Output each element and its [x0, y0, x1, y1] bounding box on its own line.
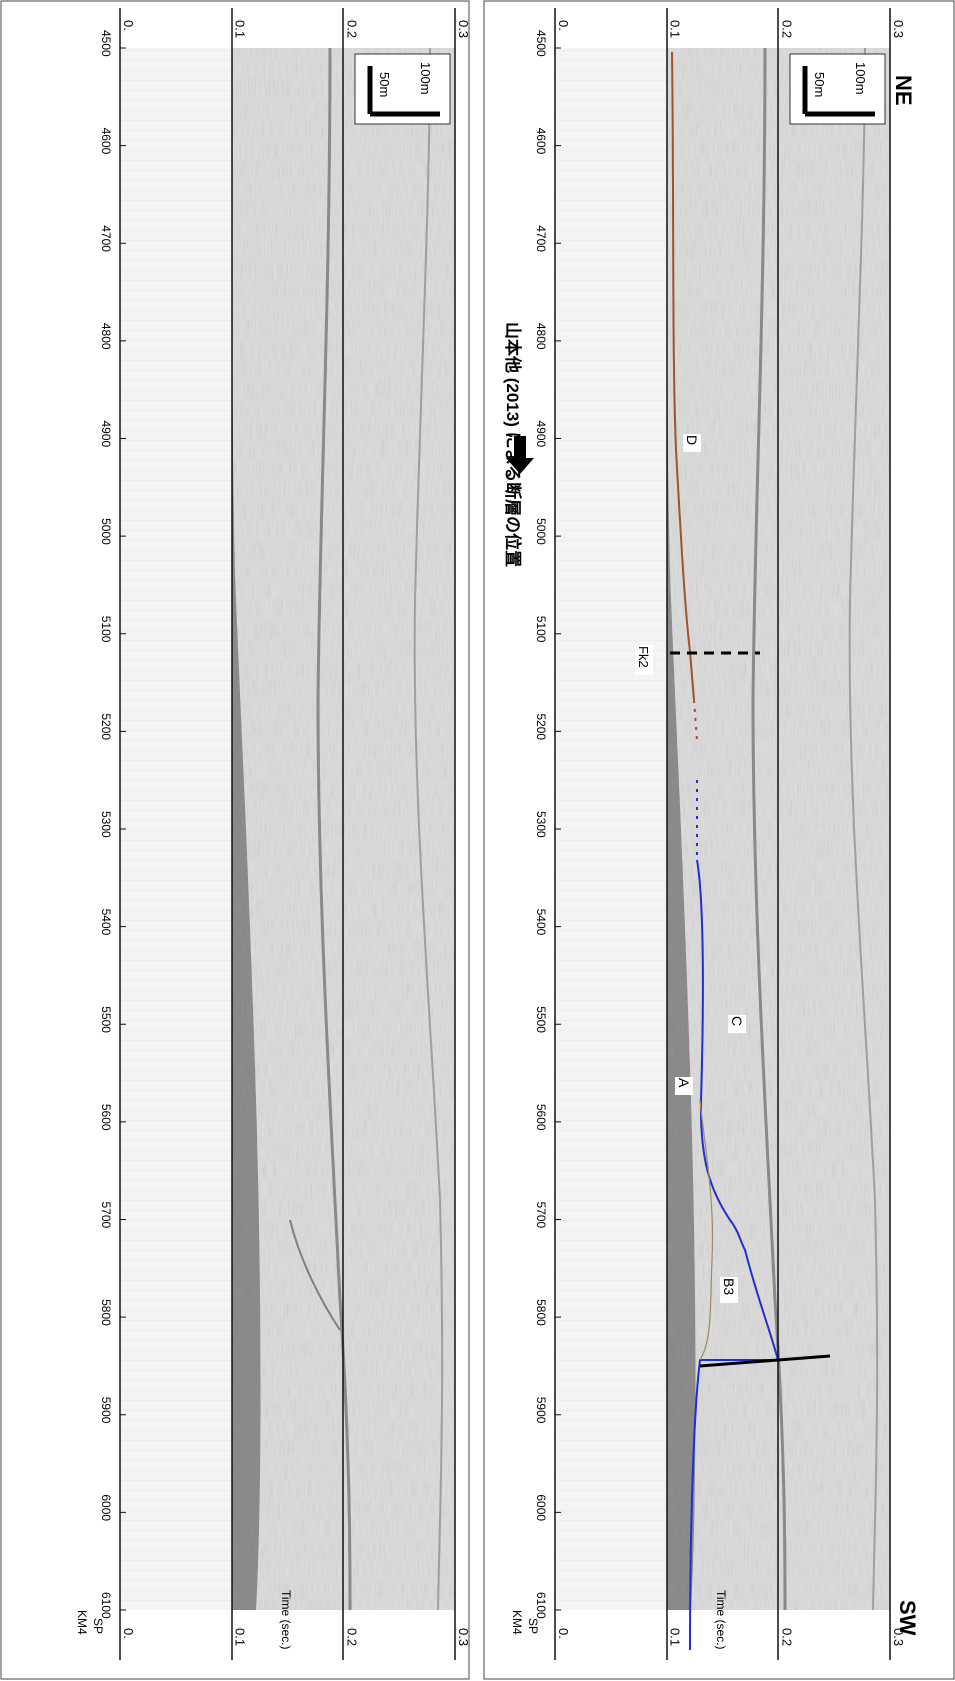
time-tick-label: 0.2	[779, 1628, 794, 1646]
time-tick-label: 0.3	[891, 20, 906, 38]
sp-tick-label: 4900	[99, 421, 113, 448]
sp-tick-label: 6100	[534, 1592, 548, 1619]
sp-tick-label: 4800	[99, 323, 113, 350]
label-fk2: Fk2	[636, 646, 651, 668]
interpreted-time-axis	[554, 8, 891, 1660]
sp-tick-label: 5800	[534, 1299, 548, 1326]
time-tick-label: 0.1	[668, 1628, 683, 1646]
time-tick-label: 0.2	[344, 20, 359, 38]
time-tick-label: 0.3	[891, 1628, 906, 1646]
sw-label: SW	[895, 1600, 920, 1636]
time-axis-label: Time (sec.)	[714, 1590, 728, 1650]
right-panel-frame	[483, 0, 955, 1680]
unit-a-boundary	[699, 1099, 714, 1361]
sp-label: SP	[91, 1618, 105, 1634]
line-label: KM4	[510, 1610, 524, 1635]
sp-tick-label: 5300	[534, 811, 548, 838]
sp-tick-label: 5600	[99, 1104, 113, 1131]
time-tick-label: 0.2	[779, 20, 794, 38]
sp-tick-label: 5000	[534, 518, 548, 545]
brown-horizon	[671, 51, 695, 701]
seafloor-band	[232, 48, 261, 1610]
time-tick-label: 0.1	[233, 20, 248, 38]
reflector	[751, 47, 787, 1611]
water-grid	[555, 48, 673, 1610]
sp-tick-label: 4800	[534, 323, 548, 350]
generated-labels: 0. 0. 0.1 0.1 0.2 0.2 0.3 0.3 4500 4600 4700 4800 49…	[75, 20, 906, 1650]
sp-tick-label: 4700	[534, 225, 548, 252]
fault-main	[699, 1354, 831, 1368]
sp-tick-label: 4600	[534, 128, 548, 155]
label-d: D	[684, 435, 700, 445]
time-tick-label: 0.3	[456, 20, 471, 38]
left-panel-frame	[0, 0, 470, 1680]
sp-tick-label: 5600	[534, 1104, 548, 1131]
unit-labels: D Fk2 C A B3	[635, 434, 746, 1303]
water-grid	[120, 48, 238, 1610]
line-label: KM4	[75, 1610, 89, 1635]
sp-tick-label: 5900	[99, 1397, 113, 1424]
sp-tick-label: 4500	[99, 30, 113, 57]
sp-tick-label: 5000	[99, 518, 113, 545]
reflector	[848, 47, 879, 1611]
sp-tick-label: 4700	[99, 225, 113, 252]
sp-tick-label: 4900	[534, 421, 548, 448]
time-tick-label: 0.3	[456, 1628, 471, 1646]
sp-label: SP	[526, 1618, 540, 1634]
scale-label-vertical: 100m	[418, 62, 433, 95]
sp-tick-label: 6000	[534, 1494, 548, 1521]
raw-time-axis	[119, 8, 456, 1660]
fault-annotation: 山本他 (2013) による断層の位置	[503, 322, 523, 567]
scale-label-vertical: 100m	[853, 62, 868, 95]
sp-tick-label: 5900	[534, 1397, 548, 1424]
time-tick-label: 0.	[556, 20, 571, 31]
blue-horizon	[689, 859, 780, 1651]
fault-location-arrow	[506, 436, 534, 474]
sp-tick-label: 5100	[99, 616, 113, 643]
time-axis-label: Time (sec.)	[279, 1590, 293, 1650]
sp-tick-label: 5200	[534, 713, 548, 740]
sp-tick-label: 4600	[99, 128, 113, 155]
sp-tick-label: 6100	[99, 1592, 113, 1619]
sp-tick-label: 6000	[99, 1494, 113, 1521]
sp-tick-label: 5100	[534, 616, 548, 643]
reflector	[413, 47, 444, 1611]
time-tick-label: 0.2	[344, 1628, 359, 1646]
sp-tick-label: 4500	[534, 30, 548, 57]
sp-tick-label: 5400	[534, 909, 548, 936]
time-tick-label: 0.	[121, 20, 136, 31]
label-b3: B3	[721, 1278, 737, 1295]
sp-tick-label: 5500	[99, 1006, 113, 1033]
time-tick-label: 0.	[556, 1628, 571, 1639]
sp-tick-label: 5700	[534, 1202, 548, 1229]
time-tick-label: 0.1	[668, 20, 683, 38]
scale-label-horizontal: 50m	[812, 72, 827, 97]
sp-tick-label: 5700	[99, 1202, 113, 1229]
sp-tick-label: 5500	[534, 1006, 548, 1033]
label-a: A	[676, 1078, 692, 1088]
seafloor-band	[667, 48, 696, 1610]
ne-label: NE	[891, 75, 916, 106]
interpreted-profile-panel: D Fk2 C A B3 山本他 (2013) による断層の位置	[503, 47, 890, 1651]
scale-label-horizontal: 50m	[377, 72, 392, 97]
brown-horizon-dashed	[693, 699, 698, 741]
sp-tick-label: 5400	[99, 909, 113, 936]
reflector	[316, 47, 352, 1611]
time-tick-label: 0.1	[233, 1628, 248, 1646]
label-c: C	[729, 1016, 745, 1026]
sp-tick-label: 5300	[99, 811, 113, 838]
reflector	[289, 1219, 341, 1331]
sp-tick-label: 5800	[99, 1299, 113, 1326]
raw-profile-panel	[120, 47, 455, 1611]
sp-tick-label: 5200	[99, 713, 113, 740]
time-tick-label: 0.	[121, 1628, 136, 1639]
